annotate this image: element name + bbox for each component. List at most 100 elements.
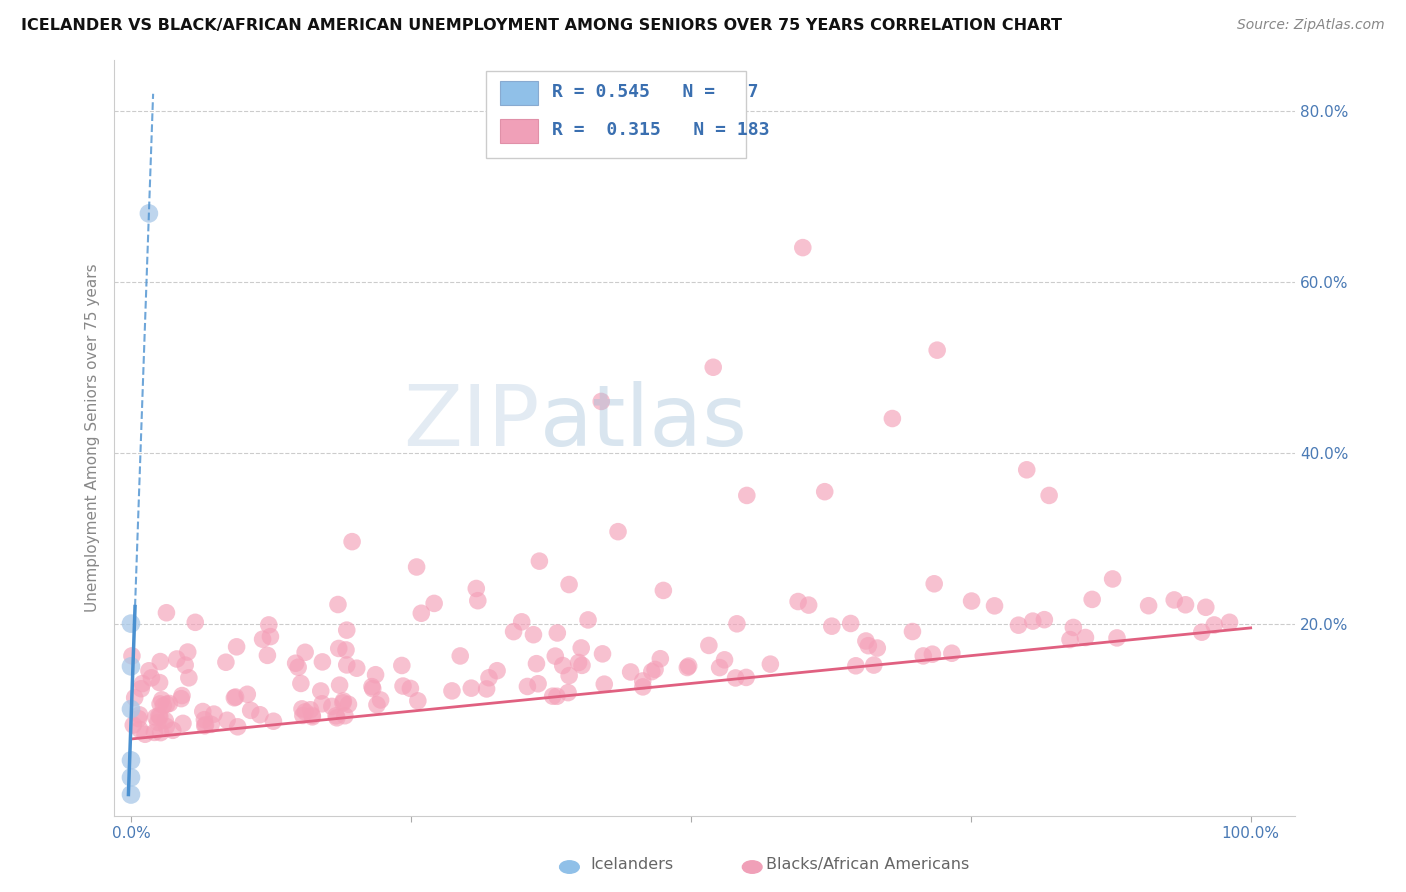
Point bbox=[290, 676, 312, 690]
Point bbox=[249, 707, 271, 722]
Point bbox=[921, 647, 943, 661]
Point bbox=[361, 680, 384, 694]
Point bbox=[411, 607, 433, 621]
Point bbox=[328, 641, 350, 656]
Point bbox=[129, 681, 152, 696]
Point bbox=[759, 657, 782, 672]
Point bbox=[184, 615, 207, 630]
Point bbox=[174, 658, 197, 673]
Point bbox=[882, 411, 904, 425]
Point bbox=[145, 710, 167, 724]
Point bbox=[644, 662, 666, 676]
Point bbox=[620, 665, 643, 679]
Point bbox=[1105, 631, 1128, 645]
Point bbox=[326, 598, 349, 612]
Point bbox=[336, 623, 359, 637]
Text: atlas: atlas bbox=[540, 381, 748, 464]
Point bbox=[131, 676, 153, 690]
Point bbox=[224, 690, 246, 705]
Point bbox=[159, 697, 181, 711]
Point bbox=[287, 660, 309, 674]
Point bbox=[702, 360, 724, 375]
Point bbox=[152, 698, 174, 713]
Point bbox=[1033, 613, 1056, 627]
Point bbox=[797, 598, 820, 612]
Point bbox=[855, 634, 877, 648]
Point bbox=[592, 647, 614, 661]
Point bbox=[405, 560, 427, 574]
Point bbox=[392, 679, 415, 693]
Point bbox=[522, 628, 544, 642]
Point bbox=[301, 708, 323, 723]
Point bbox=[465, 582, 488, 596]
Point bbox=[326, 711, 349, 725]
Point bbox=[120, 771, 142, 785]
Point bbox=[697, 639, 720, 653]
Point bbox=[652, 583, 675, 598]
Point bbox=[262, 714, 284, 729]
Point bbox=[141, 671, 163, 685]
Point bbox=[364, 667, 387, 681]
Text: R =  0.315   N = 183: R = 0.315 N = 183 bbox=[553, 121, 770, 139]
Point bbox=[134, 727, 156, 741]
Point bbox=[467, 593, 489, 607]
Point bbox=[568, 656, 591, 670]
Point bbox=[294, 705, 316, 719]
Point bbox=[291, 702, 314, 716]
Point bbox=[128, 723, 150, 737]
Point bbox=[792, 241, 814, 255]
Point bbox=[146, 715, 169, 730]
Point bbox=[284, 657, 307, 671]
Point bbox=[399, 681, 422, 696]
Point bbox=[423, 596, 446, 610]
Point bbox=[294, 645, 316, 659]
Point bbox=[526, 657, 548, 671]
Point bbox=[194, 718, 217, 732]
Point bbox=[1137, 599, 1160, 613]
Point bbox=[340, 534, 363, 549]
Point bbox=[475, 681, 498, 696]
Point bbox=[544, 649, 567, 664]
Point bbox=[725, 616, 748, 631]
Point bbox=[120, 702, 142, 716]
Point bbox=[983, 599, 1005, 613]
Point bbox=[143, 725, 166, 739]
Point bbox=[202, 707, 225, 722]
Point bbox=[449, 648, 471, 663]
Point bbox=[155, 714, 177, 728]
Point bbox=[166, 652, 188, 666]
Point bbox=[927, 343, 949, 358]
Point bbox=[529, 554, 551, 568]
Bar bbox=[501, 119, 538, 143]
Point bbox=[215, 655, 238, 669]
Point bbox=[225, 690, 247, 704]
Point bbox=[787, 594, 810, 608]
Point bbox=[301, 710, 323, 724]
Point bbox=[558, 577, 581, 591]
Point bbox=[325, 708, 347, 723]
Point bbox=[516, 680, 538, 694]
Point bbox=[336, 657, 359, 672]
Point bbox=[122, 718, 145, 732]
Point bbox=[149, 725, 172, 739]
Point bbox=[862, 658, 884, 673]
Point bbox=[576, 613, 599, 627]
Point bbox=[1204, 618, 1226, 632]
Text: Source: ZipAtlas.com: Source: ZipAtlas.com bbox=[1237, 18, 1385, 32]
Point bbox=[724, 671, 747, 685]
Point bbox=[200, 717, 222, 731]
Point bbox=[1101, 572, 1123, 586]
Point bbox=[391, 658, 413, 673]
Point bbox=[1022, 614, 1045, 628]
Point bbox=[149, 675, 172, 690]
Point bbox=[252, 632, 274, 647]
Point bbox=[337, 698, 360, 712]
Point bbox=[541, 689, 564, 703]
Point bbox=[170, 691, 193, 706]
Point bbox=[901, 624, 924, 639]
Point bbox=[1174, 598, 1197, 612]
Point bbox=[593, 677, 616, 691]
Point bbox=[678, 659, 700, 673]
Point bbox=[1062, 620, 1084, 634]
Point bbox=[713, 653, 735, 667]
